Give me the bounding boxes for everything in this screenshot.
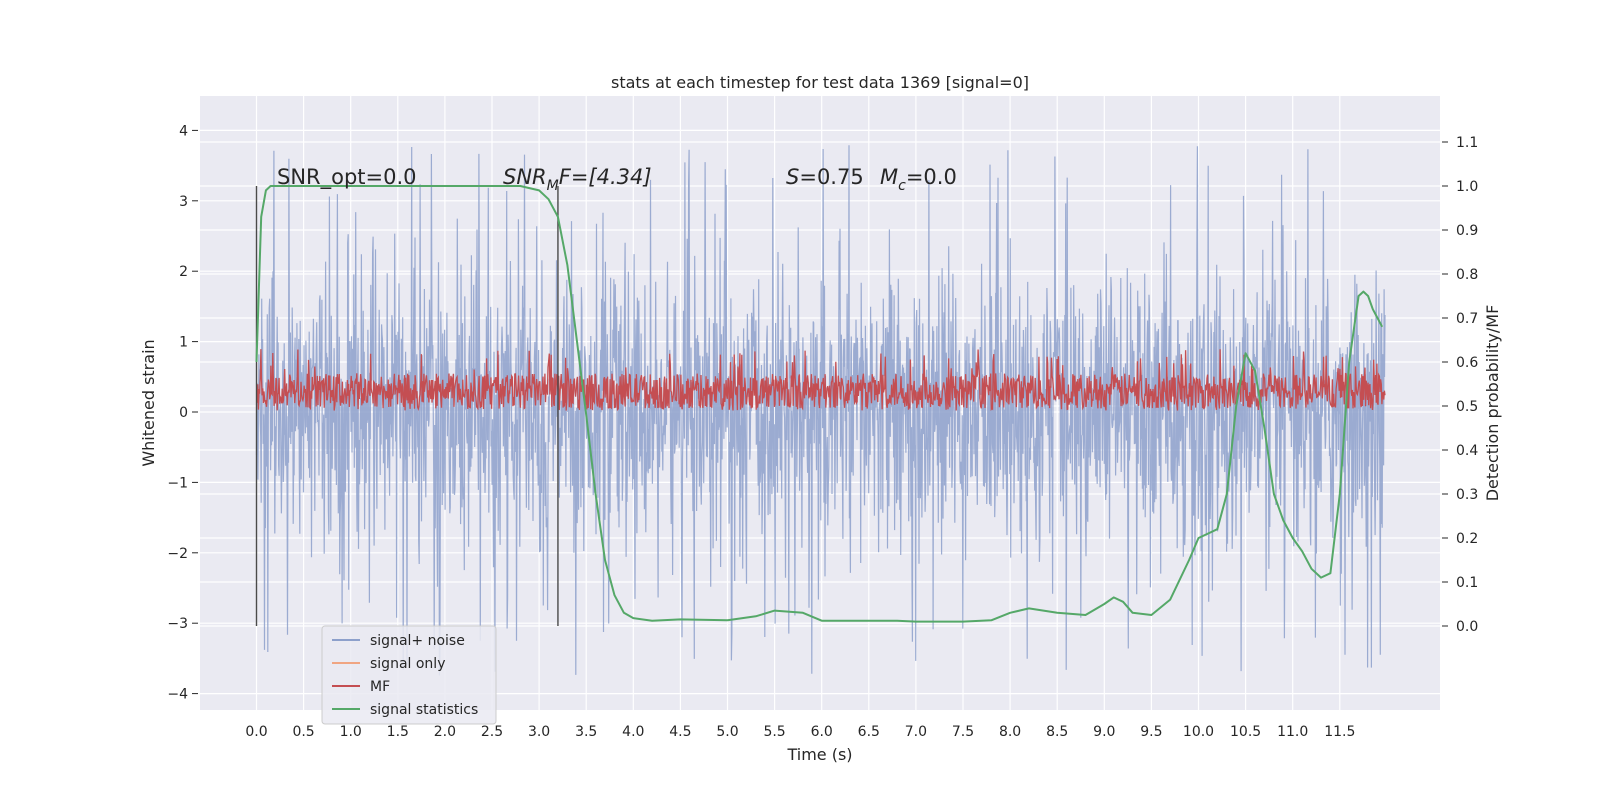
legend-label-mf: MF xyxy=(370,679,390,695)
y-tick-label: −1 xyxy=(167,475,188,491)
x-axis-label: Time (s) xyxy=(786,745,852,764)
series-mf xyxy=(256,349,1386,412)
annotation-s: S=0.75 xyxy=(786,165,864,189)
y-tick-label: 3 xyxy=(179,194,188,210)
x-tick-label: 2.0 xyxy=(434,724,456,740)
annotation-mc: Mc=0.0 xyxy=(880,165,957,194)
x-tick-label: 9.0 xyxy=(1093,724,1115,740)
x-tick-label: 1.5 xyxy=(387,724,409,740)
x-tick-label: 6.0 xyxy=(811,724,833,740)
y-right-tick-label: 0.3 xyxy=(1456,487,1478,503)
signal-noise-layer xyxy=(255,145,1386,676)
x-tick-label: 4.0 xyxy=(622,724,644,740)
x-tick-label: 3.0 xyxy=(528,724,550,740)
x-tick-label: 11.0 xyxy=(1277,724,1308,740)
series-signal-noise xyxy=(255,145,1386,676)
y-right-tick-label: 0.2 xyxy=(1456,531,1478,547)
annotation-mc-sub: c xyxy=(898,178,906,194)
x-tick-label: 11.5 xyxy=(1324,724,1355,740)
x-tick-label: 7.0 xyxy=(905,724,927,740)
annotation-mc-value: =0.0 xyxy=(906,165,957,189)
legend-box xyxy=(321,625,497,725)
series-signal-statistics xyxy=(255,185,1384,623)
signal-statistics-layer xyxy=(255,185,1384,623)
y-tick-label: −2 xyxy=(167,546,188,562)
y-tick-label: 1 xyxy=(179,335,188,351)
y-tick-label: 4 xyxy=(179,123,188,139)
annotation-snr-mf-sub: M xyxy=(547,178,559,194)
x-tick-label: 0.5 xyxy=(292,724,314,740)
y-right-tick-label: 0.7 xyxy=(1456,311,1478,327)
y-right-tick-label: 1.0 xyxy=(1456,179,1478,195)
x-tick-label: 7.5 xyxy=(952,724,974,740)
x-tick-label: 8.0 xyxy=(999,724,1021,740)
annotation-s-value: =0.75 xyxy=(799,165,863,189)
x-tick-label: 3.5 xyxy=(575,724,597,740)
y-right-tick-label: 0.5 xyxy=(1456,399,1478,415)
vline-layer xyxy=(255,186,559,626)
tick-layer: 0.0 0.5 1.0 1.5 2.0 2.5 3.0 3.5 4.0 4.5 5.0 5.5 6.0 6… xyxy=(167,123,1478,740)
y-tick-label: −4 xyxy=(167,687,188,703)
legend-label-signal-only: signal only xyxy=(370,656,445,672)
x-tick-label: 1.0 xyxy=(340,724,362,740)
annotation-snr-mf-prefix: SNR xyxy=(503,165,547,189)
annotation-mc-prefix: M xyxy=(880,165,898,189)
y-axis-label: Whitened strain xyxy=(139,339,158,466)
x-tick-label: 4.5 xyxy=(669,724,691,740)
y-right-tick-label: 0.9 xyxy=(1456,223,1478,239)
y-right-tick-label: 0.4 xyxy=(1456,443,1478,459)
y-right-tick-label: 1.1 xyxy=(1456,135,1478,151)
x-tick-label: 0.0 xyxy=(245,724,267,740)
x-tick-label: 10.0 xyxy=(1183,724,1214,740)
annotation-s-prefix: S xyxy=(786,165,799,189)
annotation-snr-mf: SNRMF=[4.34] xyxy=(503,165,652,194)
annotation-snr-opt: SNR_opt=0.0 xyxy=(277,165,417,190)
y-right-tick-label: 0.8 xyxy=(1456,267,1478,283)
mf-layer xyxy=(256,349,1386,412)
x-tick-label: 5.0 xyxy=(716,724,738,740)
y-tick-label: −3 xyxy=(167,616,188,632)
x-tick-label: 2.5 xyxy=(481,724,503,740)
x-tick-label: 6.5 xyxy=(858,724,880,740)
x-tick-label: 10.5 xyxy=(1230,724,1261,740)
y-tick-label: 2 xyxy=(179,264,188,280)
legend-label-signal-noise: signal+ noise xyxy=(370,633,465,649)
x-tick-label: 9.5 xyxy=(1140,724,1162,740)
x-tick-label: 8.5 xyxy=(1046,724,1068,740)
legend: signal+ noise signal only MF signal stat… xyxy=(321,625,497,725)
legend-label-signal-statistics: signal statistics xyxy=(370,702,478,718)
y-right-tick-label: 0.6 xyxy=(1456,355,1478,371)
chart-title: stats at each timestep for test data 136… xyxy=(611,73,1029,92)
y-right-tick-label: 0.0 xyxy=(1456,619,1478,635)
y-right-tick-label: 0.1 xyxy=(1456,575,1478,591)
y-tick-label: 0 xyxy=(179,405,188,421)
y-right-axis-label: Detection probability/MF xyxy=(1483,305,1502,502)
x-tick-label: 5.5 xyxy=(763,724,785,740)
annotation-snr-mf-suffix: F=[4.34] xyxy=(559,165,652,189)
